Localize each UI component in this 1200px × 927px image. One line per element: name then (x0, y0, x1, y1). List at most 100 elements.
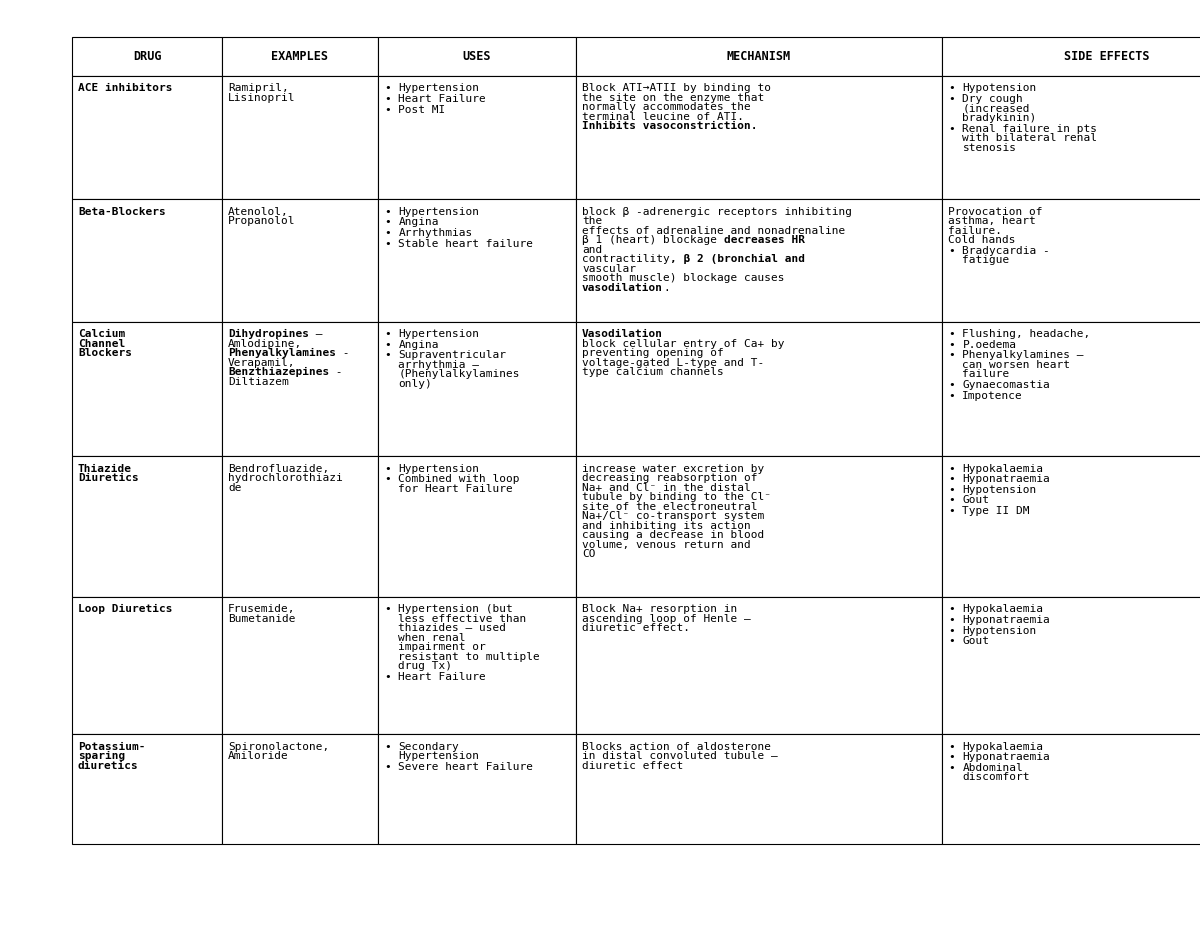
Text: Beta-Blockers: Beta-Blockers (78, 207, 166, 217)
Text: Cold hands: Cold hands (948, 235, 1015, 246)
Text: •: • (948, 763, 955, 773)
Text: Spironolactone,: Spironolactone, (228, 742, 329, 752)
Text: Combined with loop: Combined with loop (398, 474, 520, 484)
Text: bradykinin): bradykinin) (962, 113, 1037, 123)
Bar (378, 734, 576, 844)
Text: discomfort: discomfort (962, 772, 1030, 782)
Text: increase water excretion by: increase water excretion by (582, 464, 764, 474)
Text: Heart Failure: Heart Failure (398, 94, 486, 104)
Bar (942, 37, 1200, 76)
Text: •: • (948, 485, 955, 495)
Text: Lisinopril: Lisinopril (228, 93, 295, 103)
Text: (increased: (increased (962, 104, 1030, 114)
Text: Hypertension: Hypertension (398, 464, 480, 474)
Bar (222, 76, 378, 199)
Text: •: • (948, 506, 955, 516)
Text: in distal convoluted tubule –: in distal convoluted tubule – (582, 751, 778, 761)
Text: for Heart Failure: for Heart Failure (398, 484, 514, 494)
Text: Thiazide: Thiazide (78, 464, 132, 474)
Text: •: • (948, 94, 955, 104)
Text: Hyponatraemia: Hyponatraemia (962, 474, 1050, 484)
Text: •: • (948, 380, 955, 390)
Text: , β 2 (bronchial and: , β 2 (bronchial and (670, 254, 805, 264)
Text: Bumetanide: Bumetanide (228, 614, 295, 624)
Text: Heart Failure: Heart Failure (398, 672, 486, 682)
Text: Hypertension: Hypertension (398, 329, 480, 339)
Bar (378, 456, 576, 597)
Text: •: • (948, 495, 955, 505)
Text: Gynaecomastia: Gynaecomastia (962, 380, 1050, 390)
Text: Frusemide,: Frusemide, (228, 604, 295, 615)
Bar (942, 597, 1200, 734)
Text: •: • (948, 123, 955, 133)
Text: •: • (948, 636, 955, 646)
Text: •: • (384, 217, 391, 227)
Bar (222, 734, 378, 844)
Text: smooth muscle) blockage causes: smooth muscle) blockage causes (582, 273, 785, 284)
Text: Block ATI→ATII by binding to: Block ATI→ATII by binding to (582, 83, 772, 94)
Text: Diuretics: Diuretics (78, 473, 139, 483)
Text: Type II DM: Type II DM (962, 506, 1030, 516)
Text: Stable heart failure: Stable heart failure (398, 238, 534, 248)
Text: •: • (948, 604, 955, 615)
Text: (Phenylalkylamines: (Phenylalkylamines (398, 369, 520, 379)
Text: •: • (948, 474, 955, 484)
Bar (378, 37, 576, 76)
Bar (72, 37, 222, 76)
Text: Hypokalaemia: Hypokalaemia (962, 464, 1044, 474)
Text: hydrochlorothiazi: hydrochlorothiazi (228, 473, 343, 483)
Text: Supraventricular: Supraventricular (398, 350, 506, 361)
Bar (222, 322, 378, 456)
Bar (942, 456, 1200, 597)
Bar (72, 734, 222, 844)
Text: Abdominal: Abdominal (962, 763, 1024, 773)
Text: de: de (228, 482, 241, 492)
Text: Hypokalaemia: Hypokalaemia (962, 742, 1044, 752)
Text: Hyponatraemia: Hyponatraemia (962, 752, 1050, 762)
Text: diuretic effect: diuretic effect (582, 760, 683, 770)
Text: Provocation of: Provocation of (948, 207, 1043, 217)
Text: Loop Diuretics: Loop Diuretics (78, 604, 173, 615)
Text: •: • (948, 752, 955, 762)
Bar (576, 456, 942, 597)
Text: can worsen heart: can worsen heart (962, 360, 1070, 370)
Bar (576, 37, 942, 76)
Text: USES: USES (463, 50, 491, 63)
Text: diuretics: diuretics (78, 760, 139, 770)
Text: MECHANISM: MECHANISM (727, 50, 791, 63)
Bar (576, 597, 942, 734)
Text: site of the electroneutral: site of the electroneutral (582, 502, 757, 512)
Text: Hypertension (but: Hypertension (but (398, 604, 514, 615)
Text: Dry cough: Dry cough (962, 94, 1024, 104)
Text: diuretic effect.: diuretic effect. (582, 623, 690, 633)
Text: Amlodipine,: Amlodipine, (228, 338, 302, 349)
Text: •: • (384, 339, 391, 349)
Text: Channel: Channel (78, 338, 125, 349)
Text: the site on the enzyme that: the site on the enzyme that (582, 93, 764, 103)
Bar (378, 76, 576, 199)
Text: .: . (662, 283, 670, 293)
Text: failure.: failure. (948, 225, 1002, 235)
Text: Hypotension: Hypotension (962, 83, 1037, 94)
Text: and inhibiting its action: and inhibiting its action (582, 520, 751, 530)
Text: •: • (948, 339, 955, 349)
Text: Na+/Cl⁻ co-transport system: Na+/Cl⁻ co-transport system (582, 511, 764, 521)
Text: Phenyalkylamines –: Phenyalkylamines – (962, 350, 1084, 361)
Text: Gout: Gout (962, 636, 989, 646)
Text: •: • (948, 464, 955, 474)
Text: β 1 (heart) blockage: β 1 (heart) blockage (582, 235, 724, 246)
Text: fatigue: fatigue (962, 255, 1009, 265)
Text: Dihydropines: Dihydropines (228, 329, 310, 339)
Text: Bradycardia -: Bradycardia - (962, 246, 1050, 256)
Text: contractility: contractility (582, 254, 670, 264)
Text: failure: failure (962, 369, 1009, 379)
Bar (72, 322, 222, 456)
Text: •: • (384, 238, 391, 248)
Text: less effective than: less effective than (398, 614, 527, 624)
Bar (72, 456, 222, 597)
Text: Benzthiazepines: Benzthiazepines (228, 367, 329, 377)
Text: with bilateral renal: with bilateral renal (962, 133, 1098, 143)
Text: •: • (384, 228, 391, 238)
Text: •: • (948, 350, 955, 361)
Text: Arrhythmias: Arrhythmias (398, 228, 473, 238)
